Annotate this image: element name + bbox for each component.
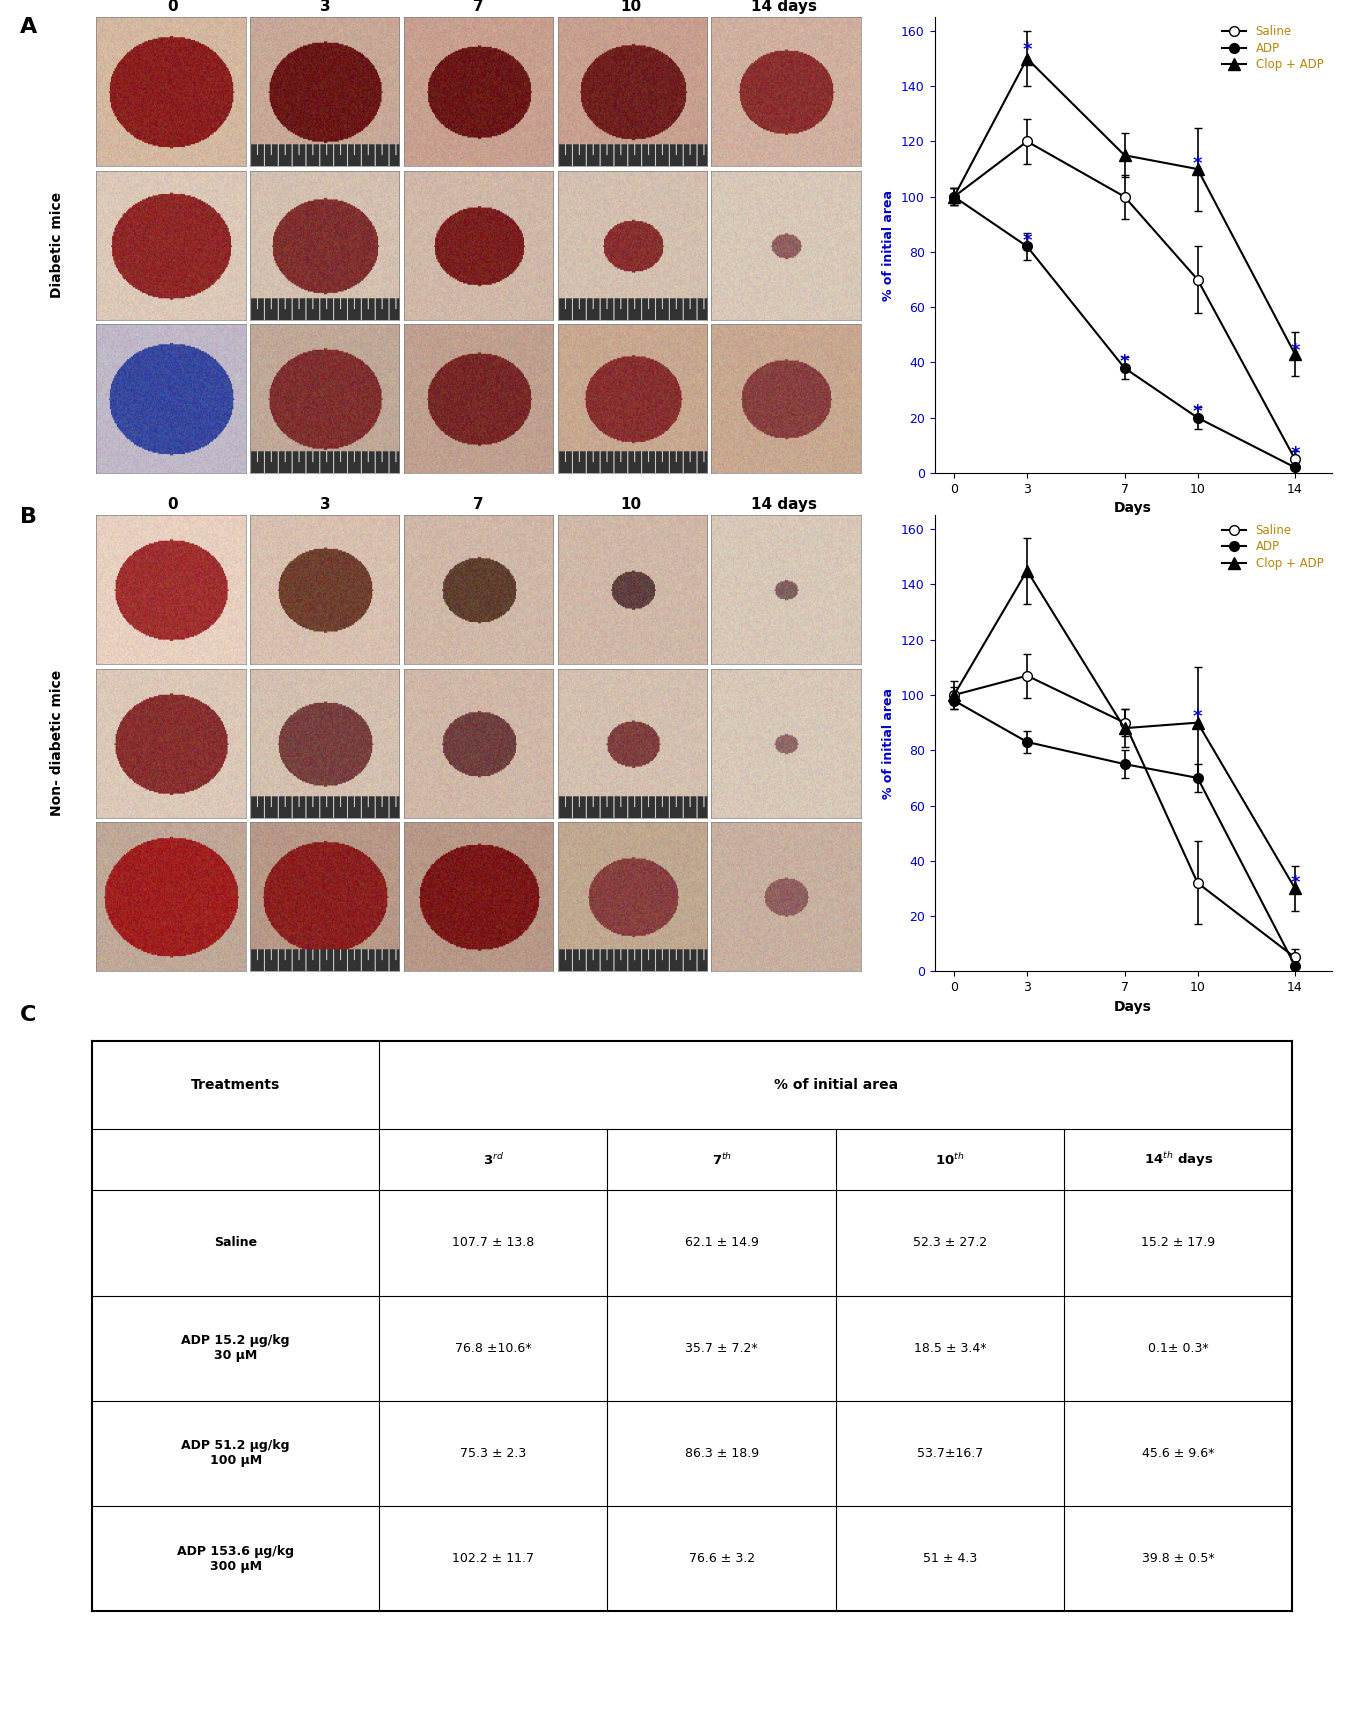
Text: 0: 0 — [167, 498, 178, 511]
Text: 3$^{rd}$: 3$^{rd}$ — [483, 1153, 504, 1168]
Text: 14$^{th}$ days: 14$^{th}$ days — [1143, 1151, 1213, 1170]
Text: 14 days: 14 days — [752, 498, 818, 511]
Legend: Saline, ADP, Clop + ADP: Saline, ADP, Clop + ADP — [1220, 522, 1326, 573]
Text: 76.8 ±10.6*: 76.8 ±10.6* — [455, 1342, 531, 1354]
Text: Saline: Saline — [214, 1236, 257, 1250]
Text: % of initial area: % of initial area — [773, 1077, 898, 1093]
Text: 51 ± 4.3: 51 ± 4.3 — [923, 1553, 976, 1565]
Text: B: B — [20, 506, 38, 527]
Text: 0: 0 — [167, 0, 178, 14]
Text: 3: 3 — [320, 498, 331, 511]
Text: 7: 7 — [473, 498, 484, 511]
Text: 7$^{th}$: 7$^{th}$ — [712, 1153, 732, 1168]
Text: 14 days: 14 days — [752, 0, 818, 14]
Text: 10: 10 — [621, 498, 642, 511]
Y-axis label: % of initial area: % of initial area — [882, 190, 896, 301]
Text: 107.7 ± 13.8: 107.7 ± 13.8 — [452, 1236, 534, 1250]
Text: *: * — [1290, 342, 1299, 361]
Text: 15.2 ± 17.9: 15.2 ± 17.9 — [1141, 1236, 1216, 1250]
Text: *: * — [1193, 708, 1202, 727]
Text: 86.3 ± 18.9: 86.3 ± 18.9 — [685, 1447, 759, 1460]
Text: *: * — [1290, 445, 1299, 463]
Text: 53.7±16.7: 53.7±16.7 — [917, 1447, 983, 1460]
Text: 3: 3 — [320, 0, 331, 14]
Text: 62.1 ± 14.9: 62.1 ± 14.9 — [685, 1236, 759, 1250]
Text: Diabetic mice: Diabetic mice — [51, 192, 65, 298]
Text: ADP 51.2 μg/kg
100 μM: ADP 51.2 μg/kg 100 μM — [182, 1440, 291, 1467]
X-axis label: Days: Days — [1114, 501, 1151, 515]
Text: *: * — [1022, 233, 1032, 250]
Text: ADP 153.6 μg/kg
300 μM: ADP 153.6 μg/kg 300 μM — [178, 1544, 295, 1573]
Text: Non- diabetic mice: Non- diabetic mice — [51, 670, 65, 816]
Text: 35.7 ± 7.2*: 35.7 ± 7.2* — [686, 1342, 759, 1354]
Y-axis label: % of initial area: % of initial area — [882, 687, 896, 799]
X-axis label: Days: Days — [1114, 1000, 1151, 1014]
Text: 76.6 ± 3.2: 76.6 ± 3.2 — [689, 1553, 755, 1565]
Text: 10$^{th}$: 10$^{th}$ — [935, 1153, 964, 1168]
Text: *: * — [1022, 41, 1032, 60]
Text: 75.3 ± 2.3: 75.3 ± 2.3 — [460, 1447, 526, 1460]
Text: C: C — [20, 1005, 36, 1026]
Text: *: * — [1290, 874, 1299, 893]
Text: 18.5 ± 3.4*: 18.5 ± 3.4* — [913, 1342, 986, 1354]
Text: ADP 15.2 μg/kg
30 μM: ADP 15.2 μg/kg 30 μM — [182, 1334, 291, 1363]
Text: Treatments: Treatments — [191, 1077, 280, 1093]
Text: 102.2 ± 11.7: 102.2 ± 11.7 — [452, 1553, 534, 1565]
Text: 7: 7 — [473, 0, 484, 14]
Text: A: A — [20, 17, 38, 38]
Text: *: * — [1120, 354, 1130, 371]
Text: 10: 10 — [621, 0, 642, 14]
Text: *: * — [1193, 154, 1202, 173]
Text: 52.3 ± 27.2: 52.3 ± 27.2 — [913, 1236, 987, 1250]
Legend: Saline, ADP, Clop + ADP: Saline, ADP, Clop + ADP — [1220, 22, 1326, 74]
Text: *: * — [1193, 404, 1202, 421]
Text: 39.8 ± 0.5*: 39.8 ± 0.5* — [1142, 1553, 1215, 1565]
Text: 45.6 ± 9.6*: 45.6 ± 9.6* — [1142, 1447, 1215, 1460]
Text: 0.1± 0.3*: 0.1± 0.3* — [1147, 1342, 1209, 1354]
